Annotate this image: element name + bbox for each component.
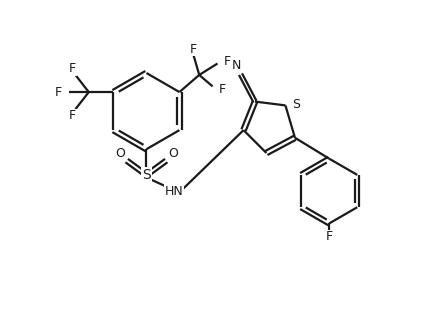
Text: F: F (55, 85, 62, 98)
Text: F: F (190, 43, 197, 56)
Text: F: F (69, 109, 76, 122)
Text: F: F (69, 62, 76, 75)
Text: F: F (224, 55, 231, 68)
Text: S: S (292, 98, 300, 111)
Text: F: F (326, 230, 333, 243)
Text: O: O (115, 147, 125, 160)
Text: N: N (232, 59, 241, 72)
Text: F: F (219, 83, 226, 96)
Text: O: O (168, 147, 178, 160)
Text: HN: HN (165, 185, 183, 198)
Text: S: S (142, 168, 151, 182)
